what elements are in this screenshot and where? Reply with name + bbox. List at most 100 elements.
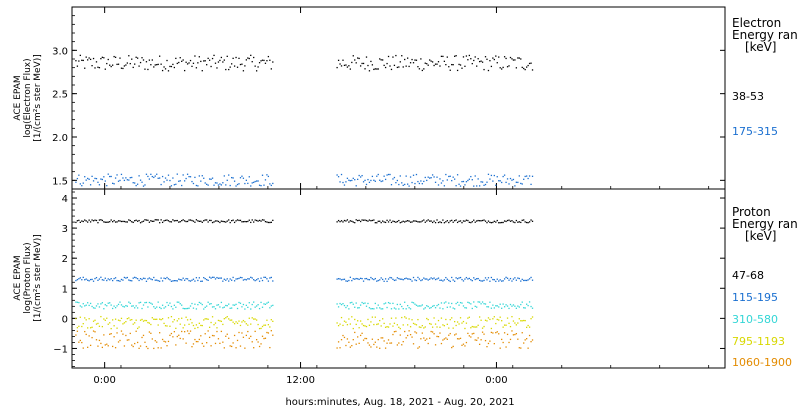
proton-point-310-580	[458, 304, 460, 306]
electron-point-38-53	[123, 65, 126, 67]
proton-point-47-68	[414, 220, 416, 222]
electron-point-175-315	[511, 179, 513, 181]
proton-point-1060-1900	[389, 342, 391, 344]
electron-point-175-315	[239, 177, 242, 179]
proton-point-310-580	[495, 305, 497, 307]
electron-point-38-53	[476, 65, 478, 67]
proton-point-310-580	[417, 305, 419, 307]
electron-point-38-53	[489, 60, 491, 62]
proton-point-1060-1900	[231, 345, 233, 348]
proton-point-47-68	[377, 220, 379, 222]
proton-point-47-68	[468, 221, 470, 223]
proton-point-47-68	[499, 222, 501, 224]
proton-point-1060-1900	[104, 344, 106, 346]
electron-point-175-315	[145, 173, 148, 175]
proton-point-115-195	[361, 277, 363, 280]
proton-point-115-195	[150, 278, 152, 280]
proton-ytick-label: −1	[53, 344, 68, 355]
proton-point-115-195	[383, 280, 385, 282]
proton-point-47-68	[207, 221, 209, 223]
proton-point-310-580	[197, 304, 199, 306]
proton-point-47-68	[264, 220, 267, 223]
proton-point-1060-1900	[426, 338, 428, 340]
proton-point-47-68	[342, 221, 344, 223]
proton-point-47-68	[439, 221, 441, 223]
proton-point-795-1193	[530, 318, 532, 320]
proton-point-310-580	[496, 305, 498, 307]
electron-point-38-53	[153, 66, 155, 68]
proton-point-310-580	[147, 306, 149, 308]
proton-point-795-1193	[487, 317, 490, 319]
proton-point-795-1193	[126, 317, 128, 320]
electron-point-175-315	[176, 173, 178, 175]
proton-point-1060-1900	[420, 338, 422, 340]
proton-point-310-580	[78, 301, 80, 304]
proton-point-795-1193	[461, 322, 463, 324]
proton-point-1060-1900	[434, 344, 437, 346]
electron-point-38-53	[88, 57, 90, 59]
electron-point-38-53	[471, 62, 473, 65]
proton-point-47-68	[349, 220, 351, 222]
proton-point-1060-1900	[362, 339, 365, 341]
proton-point-115-195	[128, 279, 130, 281]
electron-point-175-315	[520, 182, 522, 185]
proton-point-310-580	[239, 302, 242, 304]
proton-point-1060-1900	[91, 336, 93, 339]
proton-point-795-1193	[116, 327, 118, 329]
electron-point-175-315	[430, 177, 432, 179]
proton-point-795-1193	[506, 317, 509, 319]
proton-point-47-68	[524, 221, 526, 223]
proton-point-47-68	[135, 219, 137, 221]
electron-point-175-315	[131, 176, 133, 179]
proton-point-1060-1900	[449, 332, 451, 335]
electron-point-175-315	[214, 182, 217, 184]
proton-point-115-195	[198, 277, 200, 279]
proton-point-310-580	[136, 307, 139, 309]
proton-point-47-68	[351, 220, 353, 222]
electron-point-175-315	[431, 174, 434, 176]
proton-point-1060-1900	[111, 345, 114, 348]
proton-point-310-580	[426, 305, 428, 307]
proton-point-1060-1900	[206, 342, 208, 344]
proton-point-115-195	[144, 277, 146, 280]
proton-point-115-195	[461, 278, 463, 281]
proton-point-47-68	[186, 220, 189, 223]
proton-point-310-580	[520, 303, 522, 306]
electron-point-175-315	[446, 179, 448, 181]
electron-point-38-53	[213, 54, 215, 57]
electron-point-38-53	[142, 59, 145, 61]
proton-point-1060-1900	[245, 334, 247, 337]
proton-point-47-68	[415, 220, 418, 222]
electron-point-175-315	[132, 182, 134, 184]
proton-point-310-580	[169, 302, 171, 304]
proton-point-115-195	[362, 280, 365, 282]
electron-point-38-53	[365, 56, 368, 58]
proton-point-1060-1900	[342, 334, 344, 337]
proton-point-1060-1900	[194, 338, 196, 341]
proton-point-1060-1900	[390, 342, 393, 344]
electron-point-38-53	[357, 57, 359, 59]
proton-point-1060-1900	[269, 346, 271, 349]
proton-point-310-580	[477, 301, 479, 303]
proton-point-795-1193	[362, 324, 365, 327]
electron-point-38-53	[94, 67, 96, 69]
electron-point-38-53	[194, 55, 196, 57]
electron-point-38-53	[151, 59, 153, 61]
proton-point-795-1193	[178, 318, 180, 320]
proton-point-47-68	[493, 220, 495, 222]
proton-point-1060-1900	[151, 338, 153, 340]
proton-point-47-68	[220, 220, 223, 222]
proton-point-47-68	[109, 221, 111, 223]
proton-point-795-1193	[342, 324, 344, 327]
proton-point-795-1193	[502, 326, 504, 328]
proton-point-1060-1900	[170, 332, 173, 335]
proton-point-310-580	[359, 304, 362, 306]
proton-point-1060-1900	[509, 338, 512, 341]
proton-point-1060-1900	[125, 334, 127, 337]
proton-point-795-1193	[251, 317, 253, 319]
proton-point-795-1193	[455, 324, 457, 327]
proton-point-115-195	[173, 280, 176, 282]
proton-point-310-580	[420, 305, 422, 307]
proton-point-310-580	[474, 305, 476, 308]
proton-point-310-580	[525, 303, 528, 305]
